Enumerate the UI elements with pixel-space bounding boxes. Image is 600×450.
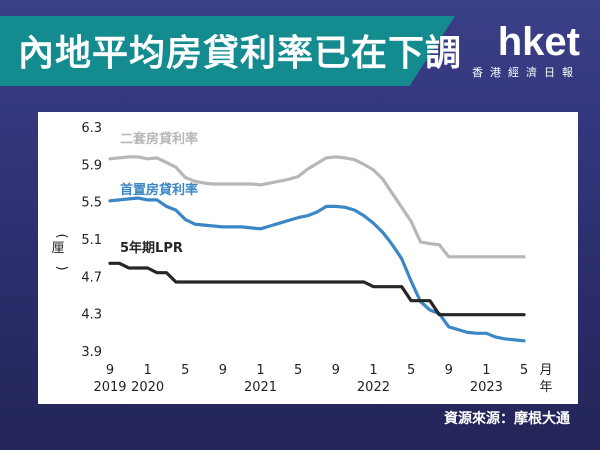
x-tick-month: 9 <box>445 363 453 378</box>
x-axis-label-year: 年 <box>539 380 552 395</box>
chart-panel: 6.3 5.9 5.5 5.1 4.7 4.3 3.9 ( 厘) 9 2019 1 2020 5 9 1 202… <box>38 112 578 404</box>
brand-logo: hket <box>497 20 580 64</box>
x-tick-month: 9 <box>332 363 340 378</box>
page-title: 內地平均房貸利率已在下調 <box>18 33 463 74</box>
y-axis-label-paren-open: ( <box>54 233 69 238</box>
series-line <box>108 155 526 259</box>
brand-subtitle: 香港經濟日報 <box>472 66 580 79</box>
title-banner <box>0 16 455 86</box>
x-tick-month: 5 <box>520 363 528 378</box>
y-tick-label: 5.9 <box>81 158 102 173</box>
y-tick-label: 5.5 <box>81 196 102 211</box>
x-tick-month: 5 <box>181 363 189 378</box>
y-tick-label: 3.9 <box>81 345 102 360</box>
x-tick-year: 2019 <box>93 380 126 395</box>
x-tick-year: 2023 <box>470 380 503 395</box>
series-label: 5年期LPR <box>120 240 183 256</box>
y-tick-label: 5.1 <box>81 233 102 248</box>
x-tick-year: 2021 <box>244 380 277 395</box>
x-tick-month: 9 <box>219 363 227 378</box>
series-label: 二套房貸利率 <box>120 131 198 147</box>
line-chart: 6.3 5.9 5.5 5.1 4.7 4.3 3.9 ( 厘) 9 2019 1 2020 5 9 1 202… <box>51 121 552 395</box>
x-tick-year: 2022 <box>357 380 390 395</box>
y-tick-label: 6.3 <box>81 121 102 136</box>
y-axis-label: 厘 <box>51 241 64 256</box>
x-tick-year: 2020 <box>131 380 164 395</box>
source-note: 資源來源：摩根大通 <box>444 411 570 427</box>
series-label: 首置房貸利率 <box>120 182 198 198</box>
series-line <box>108 261 526 317</box>
x-tick-month: 5 <box>294 363 302 378</box>
x-tick-month: 1 <box>369 363 377 378</box>
x-tick-month: 5 <box>407 363 415 378</box>
x-axis-label-month: 月 <box>539 363 552 378</box>
x-tick-month: 9 <box>106 363 114 378</box>
brand: hket 香港經濟日報 <box>472 22 580 80</box>
y-tick-label: 4.7 <box>81 270 102 285</box>
x-tick-month: 1 <box>143 363 151 378</box>
x-tick-month: 1 <box>256 363 264 378</box>
series-line <box>108 196 526 343</box>
y-tick-label: 4.3 <box>81 308 102 323</box>
y-axis-label-paren-close: ) <box>54 265 69 270</box>
x-tick-month: 1 <box>482 363 490 378</box>
